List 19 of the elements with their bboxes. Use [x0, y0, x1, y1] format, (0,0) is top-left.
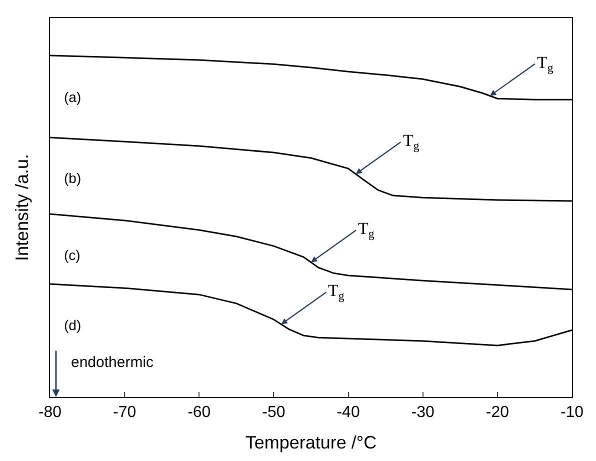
- annotation: T$_{g}$: [328, 281, 344, 303]
- x-tick-label: -10: [560, 404, 584, 422]
- annotation: T$_{g}$: [358, 219, 374, 241]
- x-tick-label: -40: [336, 404, 360, 422]
- x-tick-label: -30: [411, 404, 435, 422]
- x-tick-label: -70: [113, 404, 136, 422]
- x-tick-label: -60: [188, 404, 211, 422]
- annotation: endothermic: [71, 354, 154, 371]
- annotation: (c): [64, 247, 80, 263]
- x-tick-label: -20: [486, 404, 510, 422]
- annotation: T$_{g}$: [537, 53, 554, 75]
- x-axis-title: Temperature /°C: [245, 432, 377, 452]
- x-tick-label: -80: [38, 404, 62, 422]
- annotation: (b): [64, 170, 82, 186]
- annotation: (d): [64, 317, 82, 333]
- annotation: (a): [64, 89, 82, 105]
- y-axis-title: Intensity /a.u.: [12, 154, 32, 262]
- annotation: T$_{g}$: [403, 131, 420, 153]
- x-tick-label: -50: [262, 404, 286, 422]
